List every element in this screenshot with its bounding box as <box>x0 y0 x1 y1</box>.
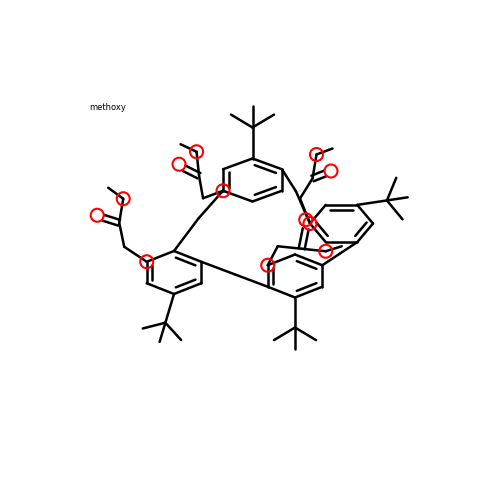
Text: methoxy: methoxy <box>89 103 126 112</box>
